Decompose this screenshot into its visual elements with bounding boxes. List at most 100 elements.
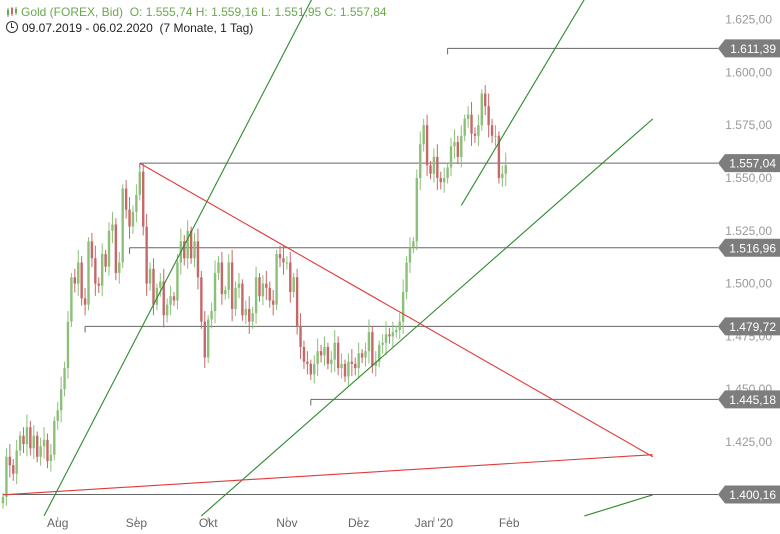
candle-body [425, 125, 429, 166]
y-tick-label: 1.525,00 [725, 224, 772, 238]
candle-body [36, 435, 39, 457]
candle-body [422, 125, 425, 145]
candle-body [384, 334, 388, 343]
candle-body [466, 114, 470, 119]
candle-body [415, 178, 419, 242]
candle-body [268, 287, 271, 301]
candle-body [398, 321, 401, 331]
candle-body [227, 262, 230, 290]
candle-body [189, 230, 193, 259]
candle-body [196, 241, 200, 278]
candle-body [15, 450, 18, 474]
candle-body [319, 351, 323, 356]
x-tick-label: Sep [126, 516, 148, 530]
candle-body [442, 178, 446, 183]
candle-body [1, 496, 5, 504]
level-label: 1.479,72 [729, 320, 776, 334]
candle-body [463, 118, 466, 136]
instrument-name: Gold (FOREX, Bid) [21, 5, 124, 19]
candle-body [347, 361, 350, 377]
candle-body [254, 277, 258, 314]
y-tick-label: 1.550,00 [725, 171, 772, 185]
candle-body [271, 300, 275, 305]
candle-body [73, 277, 77, 284]
level-label-box [718, 317, 780, 336]
green-trendline [43, 0, 312, 517]
candle-body [330, 359, 333, 364]
level-label-box [718, 154, 780, 173]
candle-body [378, 344, 381, 362]
candles [1, 85, 507, 509]
candle-body [432, 156, 436, 174]
ohlc-values: O: 1.555,74 H: 1.559,16 L: 1.551,95 C: 1… [129, 5, 387, 19]
candle-body [244, 308, 248, 316]
candle-body [405, 262, 408, 293]
x-tick-label: Feb [499, 516, 520, 530]
candle-body [258, 277, 261, 297]
candle-body [323, 346, 326, 356]
candle-body [70, 277, 73, 322]
candle-body [309, 363, 312, 375]
candle-body [501, 173, 504, 178]
candle-body [77, 262, 80, 284]
candle-body [473, 133, 477, 136]
candle-body [169, 296, 172, 305]
candle-body [265, 283, 268, 288]
trendlines [2, 0, 654, 517]
candle-body [90, 241, 94, 259]
y-tick-label: 1.500,00 [725, 277, 772, 291]
candle-body [340, 363, 343, 369]
candle-body [213, 273, 217, 312]
candle-body [333, 342, 336, 360]
candle-body [220, 262, 224, 295]
y-axis: 1.625,00 1.600,00 1.575,00 1.550,00 1.525,00… [725, 13, 772, 449]
red-trendline [139, 162, 654, 458]
candle-body [148, 268, 152, 284]
candle-body [336, 342, 340, 369]
candle-body [162, 281, 165, 316]
candle-body [477, 125, 480, 136]
candle-body [292, 277, 295, 293]
candle-body [131, 211, 135, 227]
candle-body [42, 439, 46, 447]
candle-body [436, 156, 439, 178]
candle-body [138, 171, 141, 195]
level-labels: 1.611,39 1.557,04 1.516,96 1.479,72 1.445,18… [718, 39, 780, 504]
x-tick-label: Dez [348, 516, 369, 530]
level-label: 1.611,39 [730, 42, 776, 56]
candle-body [302, 346, 306, 362]
candle-body [25, 427, 29, 445]
candle-body [121, 188, 124, 263]
candle-body [275, 254, 278, 305]
candle-body [107, 230, 111, 267]
candle-body [381, 342, 384, 345]
candle-body [350, 361, 354, 364]
candle-body [456, 142, 460, 157]
candle-body [210, 311, 213, 320]
candle-body [439, 178, 442, 183]
level-label: 1.557,04 [729, 157, 776, 171]
period-text: (7 Monate, 1 Tag) [159, 21, 254, 35]
candle-body [224, 289, 227, 295]
clock-icon [6, 21, 18, 33]
candle-body [234, 287, 237, 309]
candle-body [490, 125, 494, 136]
green-trendline [584, 494, 653, 517]
candle-body [299, 325, 302, 347]
candle-body [29, 427, 32, 449]
horizontal-levels [2, 47, 718, 501]
candle-body [94, 258, 97, 284]
level-label-box [718, 238, 780, 257]
candle-body [395, 330, 398, 333]
candle-body [374, 361, 377, 366]
candle-body [63, 368, 66, 390]
candle-body [59, 389, 63, 411]
y-tick-label: 1.625,00 [725, 13, 772, 27]
x-tick-label: Jan '20 [415, 516, 454, 530]
candle-body [114, 224, 118, 274]
candle-body [313, 363, 316, 375]
candle-body [128, 209, 131, 227]
candle-body [46, 439, 49, 462]
x-tick-label: Okt [199, 516, 218, 530]
